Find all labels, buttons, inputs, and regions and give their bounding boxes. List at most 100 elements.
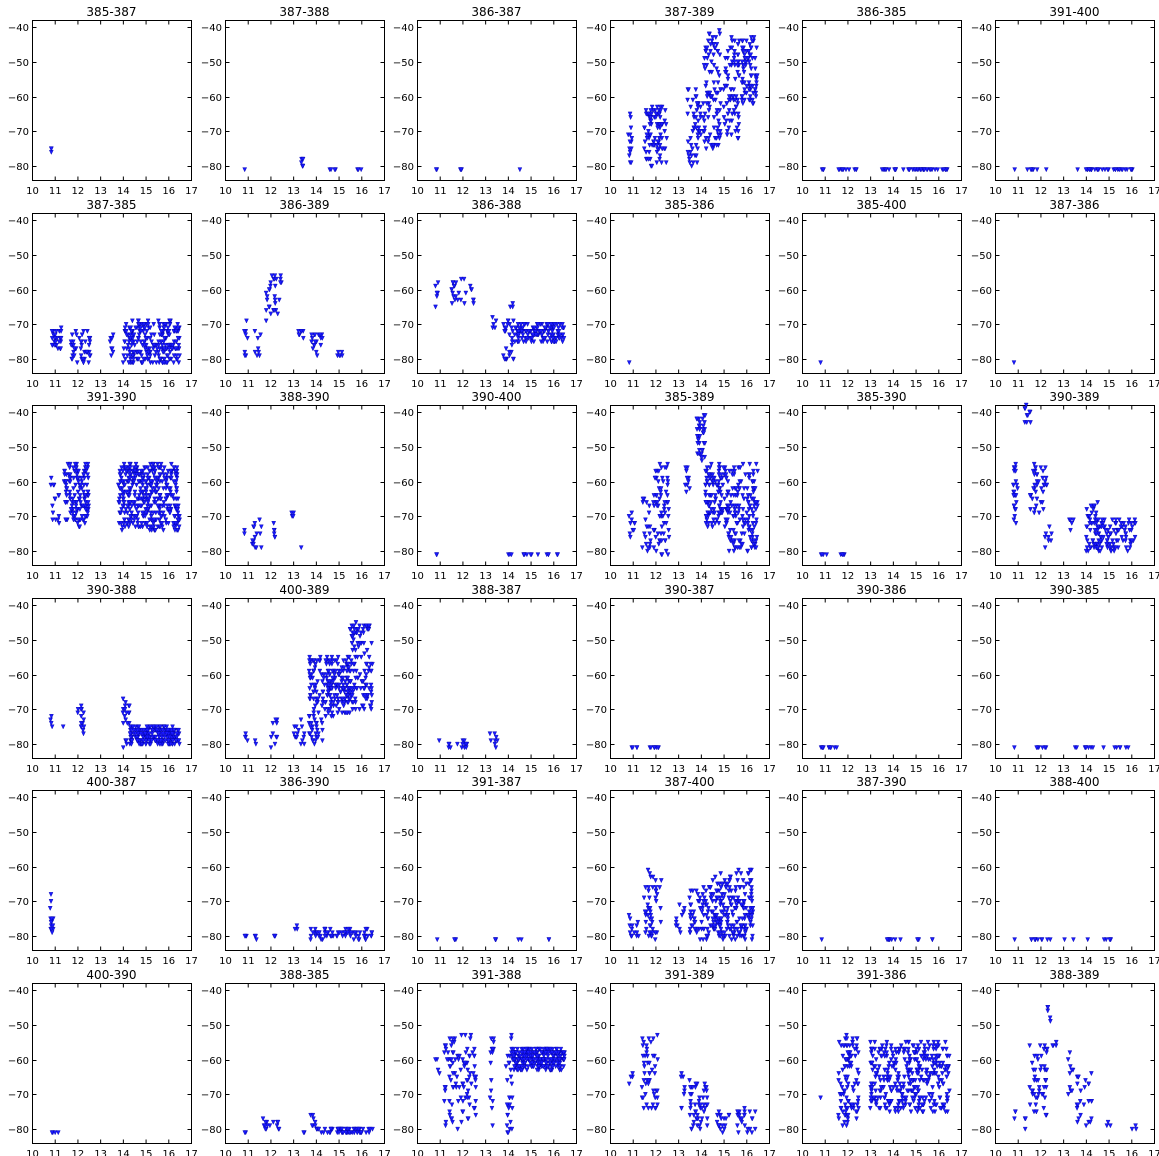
scatter-point [74, 360, 80, 366]
y-tick-label: −60 [201, 1056, 222, 1067]
y-tick-label: −80 [586, 355, 607, 366]
scatter-point [689, 163, 694, 169]
scatter-point [332, 167, 337, 173]
scatter-point [752, 56, 758, 61]
y-tick-label: −60 [393, 671, 414, 682]
scatter-point [708, 49, 713, 54]
y-tick-label: −80 [971, 162, 992, 173]
subplot-title: 386-390 [279, 775, 329, 789]
x-tick-label: 16 [932, 571, 945, 582]
scatter-point [731, 108, 737, 114]
y-tick-label: −80 [586, 547, 607, 558]
scatter-point [748, 35, 754, 41]
scatter-point [649, 104, 655, 110]
y-tick-label: −40 [586, 23, 607, 34]
scatter-point [694, 108, 700, 114]
y-tick-label: −60 [8, 478, 29, 489]
x-tick-label: 17 [378, 1149, 391, 1156]
x-tick-label: 14 [1080, 956, 1093, 967]
scatter-point [300, 163, 306, 169]
x-tick-label: 11 [434, 186, 447, 197]
x-tick-label: 11 [49, 1149, 62, 1156]
scatter-point [712, 45, 718, 51]
subplot: 385-400 10 11 12 13 14 15 16 17 −40 −50 −60 −70 −80 [778, 198, 968, 390]
y-tick-label: −70 [201, 1090, 222, 1101]
x-tick-label: 17 [1148, 571, 1159, 582]
scatter-point [109, 336, 115, 341]
scatter-point [735, 52, 741, 58]
scatter-point [741, 63, 746, 68]
y-tick-label: −70 [8, 897, 29, 908]
x-tick-label: 13 [287, 1149, 300, 1156]
subplot: 387-388 10 11 12 13 14 15 16 17 −40 −50 −60 −70 −80 [201, 5, 391, 197]
scatter-point [735, 63, 740, 68]
scatter-point [744, 90, 749, 96]
scatter-point [703, 146, 709, 152]
scatter-point [726, 108, 732, 114]
scatter-point [649, 111, 654, 117]
x-tick-label: 15 [140, 956, 153, 967]
x-tick-label: 15 [525, 571, 538, 582]
subplot: 387-389 10 11 12 13 14 15 16 17 −40 −50 −60 −70 −80 [586, 5, 776, 197]
subplot: 385-389 10 11 12 13 14 15 16 17 −40 −50 −60 −70 −80 [586, 390, 776, 582]
scatter-point [715, 129, 720, 134]
x-tick-label: 17 [185, 571, 198, 582]
scatter-point [736, 122, 742, 128]
scatter-point [912, 167, 918, 173]
plot-area [417, 20, 577, 181]
x-tick-label: 17 [378, 956, 391, 967]
y-tick-label: −60 [201, 671, 222, 682]
y-tick-label: −40 [393, 408, 414, 419]
subplot-title: 386-389 [279, 198, 329, 212]
scatter-point [71, 353, 77, 359]
scatter-point [717, 129, 723, 134]
x-tick-label: 10 [219, 186, 232, 197]
subplot: 387-385 10 11 12 13 14 15 16 17 −40 −50 −60 −70 −80 [8, 198, 198, 390]
x-tick-label: 13 [864, 379, 877, 390]
x-tick-label: 12 [650, 186, 663, 197]
x-tick-label: 14 [502, 764, 515, 775]
x-tick-label: 15 [718, 764, 731, 775]
y-tick-label: −70 [971, 705, 992, 716]
x-tick-label: 10 [604, 764, 617, 775]
scatter-point [653, 111, 659, 117]
x-tick-label: 17 [763, 186, 776, 197]
scatter-point [458, 167, 464, 173]
scatter-point [732, 59, 737, 65]
y-tick-label: −50 [586, 636, 607, 647]
subplot-title: 390-400 [471, 390, 521, 404]
scatter-point [746, 59, 752, 65]
scatter-point [1083, 167, 1089, 173]
scatter-point [732, 49, 737, 54]
x-tick-label: 12 [457, 764, 470, 775]
scatter-point [648, 115, 653, 121]
x-tick-label: 14 [502, 571, 515, 582]
scatter-point [725, 73, 731, 79]
scatter-point [651, 139, 657, 145]
y-tick-label: −50 [971, 636, 992, 647]
y-tick-label: −50 [778, 636, 799, 647]
scatter-point [79, 332, 85, 338]
x-tick-label: 10 [219, 379, 232, 390]
x-tick-label: 12 [1035, 186, 1048, 197]
scatter-point [739, 94, 745, 100]
scatter-point [658, 132, 663, 138]
x-tick-label: 14 [695, 956, 708, 967]
subplot: 391-400 10 11 12 13 14 15 16 17 −40 −50 −60 −70 −80 [971, 5, 1159, 197]
y-tick-label: −80 [778, 355, 799, 366]
y-tick-label: −50 [586, 828, 607, 839]
x-tick-label: 13 [672, 571, 685, 582]
subplot: 385-390 10 11 12 13 14 15 16 17 −40 −50 −60 −70 −80 [778, 390, 968, 582]
y-tick-label: −70 [8, 512, 29, 523]
scatter-point [49, 336, 55, 341]
y-tick-label: −60 [393, 93, 414, 104]
x-tick-label: 10 [989, 764, 1002, 775]
y-tick-label: −80 [778, 162, 799, 173]
scatter-point [729, 132, 734, 138]
y-tick-label: −40 [8, 23, 29, 34]
x-tick-label: 12 [265, 764, 278, 775]
y-tick-label: −80 [586, 162, 607, 173]
scatter-point [1102, 167, 1108, 173]
scatter-point [1025, 167, 1030, 173]
subplot-title: 385-386 [664, 198, 714, 212]
